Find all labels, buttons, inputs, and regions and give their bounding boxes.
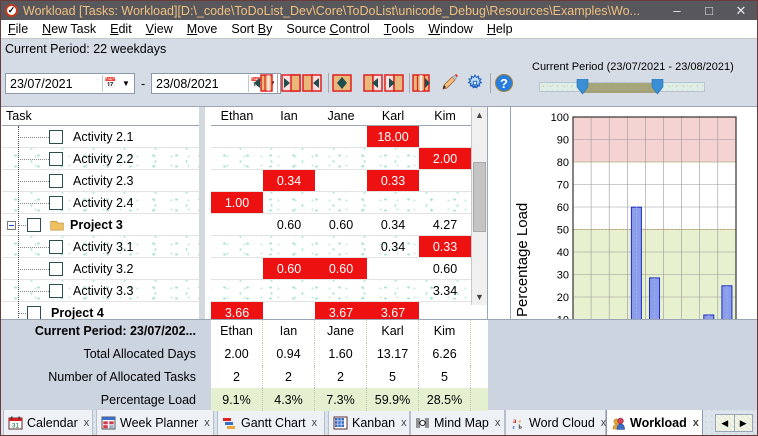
svg-text:40: 40: [557, 247, 569, 259]
svg-text:31: 31: [12, 423, 20, 430]
svg-text:20: 20: [557, 292, 569, 304]
svg-text:Percentage Load: Percentage Load: [514, 203, 531, 317]
svg-text:70: 70: [557, 180, 569, 192]
svg-text:?: ?: [500, 76, 508, 91]
svg-text:100: 100: [551, 112, 569, 124]
svg-text:30: 30: [557, 270, 569, 282]
svg-text:b: b: [519, 425, 523, 430]
svg-text:a: a: [513, 417, 517, 425]
svg-text:90: 90: [557, 135, 569, 147]
svg-text:60: 60: [557, 202, 569, 214]
svg-text:50: 50: [557, 225, 569, 237]
svg-text:c: c: [513, 425, 516, 430]
svg-text:80: 80: [557, 157, 569, 169]
